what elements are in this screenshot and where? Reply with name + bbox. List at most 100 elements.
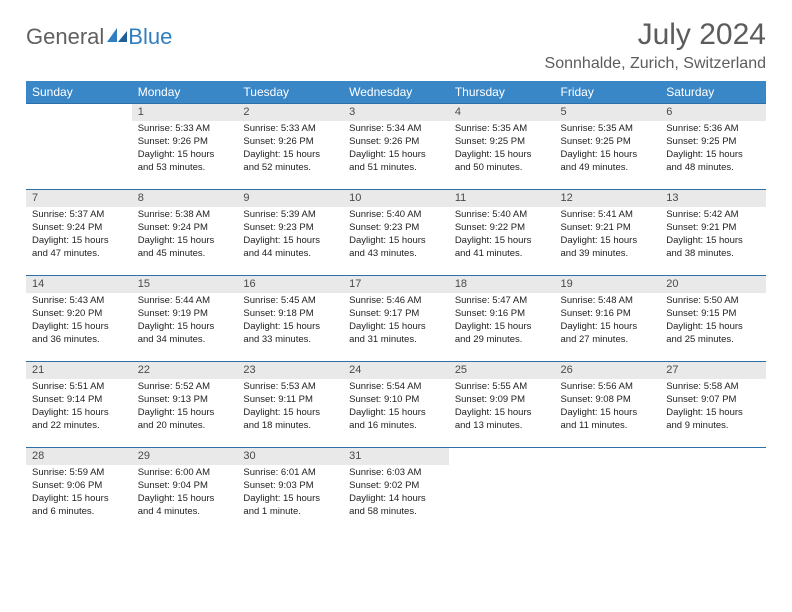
day-details: Sunrise: 5:48 AMSunset: 9:16 PMDaylight:… bbox=[555, 293, 661, 350]
detail-line: Daylight: 15 hours bbox=[666, 321, 760, 334]
day-details: Sunrise: 5:42 AMSunset: 9:21 PMDaylight:… bbox=[660, 207, 766, 264]
detail-line: and 9 minutes. bbox=[666, 420, 760, 433]
detail-line: Sunrise: 5:42 AM bbox=[666, 209, 760, 222]
day-number: 13 bbox=[660, 190, 766, 207]
day-details: Sunrise: 5:37 AMSunset: 9:24 PMDaylight:… bbox=[26, 207, 132, 264]
detail-line: and 49 minutes. bbox=[561, 162, 655, 175]
brand-word-1: General bbox=[26, 24, 104, 50]
brand-logo: General Blue bbox=[26, 24, 172, 50]
day-number: 11 bbox=[449, 190, 555, 207]
detail-line: Sunset: 9:17 PM bbox=[349, 308, 443, 321]
detail-line: Daylight: 15 hours bbox=[455, 149, 549, 162]
calendar-week-row: 7Sunrise: 5:37 AMSunset: 9:24 PMDaylight… bbox=[26, 190, 766, 276]
calendar-week-row: 28Sunrise: 5:59 AMSunset: 9:06 PMDayligh… bbox=[26, 448, 766, 534]
detail-line: and 16 minutes. bbox=[349, 420, 443, 433]
detail-line: and 43 minutes. bbox=[349, 248, 443, 261]
detail-line: Daylight: 15 hours bbox=[138, 149, 232, 162]
detail-line: Sunrise: 5:46 AM bbox=[349, 295, 443, 308]
detail-line: Daylight: 15 hours bbox=[243, 407, 337, 420]
detail-line: Sunset: 9:26 PM bbox=[243, 136, 337, 149]
day-details: Sunrise: 5:43 AMSunset: 9:20 PMDaylight:… bbox=[26, 293, 132, 350]
day-number: 6 bbox=[660, 104, 766, 121]
calendar-cell: 18Sunrise: 5:47 AMSunset: 9:16 PMDayligh… bbox=[449, 276, 555, 362]
detail-line: Sunset: 9:21 PM bbox=[561, 222, 655, 235]
month-title: July 2024 bbox=[545, 18, 766, 51]
calendar-cell: 31Sunrise: 6:03 AMSunset: 9:02 PMDayligh… bbox=[343, 448, 449, 534]
day-details: Sunrise: 5:35 AMSunset: 9:25 PMDaylight:… bbox=[449, 121, 555, 178]
calendar-cell: 27Sunrise: 5:58 AMSunset: 9:07 PMDayligh… bbox=[660, 362, 766, 448]
day-details: Sunrise: 5:40 AMSunset: 9:23 PMDaylight:… bbox=[343, 207, 449, 264]
day-details: Sunrise: 6:03 AMSunset: 9:02 PMDaylight:… bbox=[343, 465, 449, 522]
detail-line: and 50 minutes. bbox=[455, 162, 549, 175]
detail-line: Sunrise: 5:45 AM bbox=[243, 295, 337, 308]
detail-line: and 52 minutes. bbox=[243, 162, 337, 175]
detail-line: Daylight: 15 hours bbox=[561, 149, 655, 162]
detail-line: Sunset: 9:11 PM bbox=[243, 394, 337, 407]
calendar-cell: 4Sunrise: 5:35 AMSunset: 9:25 PMDaylight… bbox=[449, 104, 555, 190]
day-details: Sunrise: 5:56 AMSunset: 9:08 PMDaylight:… bbox=[555, 379, 661, 436]
day-number: 23 bbox=[237, 362, 343, 379]
day-number: 1 bbox=[132, 104, 238, 121]
calendar-cell: 14Sunrise: 5:43 AMSunset: 9:20 PMDayligh… bbox=[26, 276, 132, 362]
weekday-header: Monday bbox=[132, 81, 238, 104]
day-number: 12 bbox=[555, 190, 661, 207]
location-text: Sonnhalde, Zurich, Switzerland bbox=[545, 55, 766, 73]
day-number: 9 bbox=[237, 190, 343, 207]
calendar-cell: 6Sunrise: 5:36 AMSunset: 9:25 PMDaylight… bbox=[660, 104, 766, 190]
title-block: July 2024 Sonnhalde, Zurich, Switzerland bbox=[545, 18, 766, 73]
detail-line: Daylight: 15 hours bbox=[138, 235, 232, 248]
day-number: 27 bbox=[660, 362, 766, 379]
day-number: 24 bbox=[343, 362, 449, 379]
day-details: Sunrise: 5:54 AMSunset: 9:10 PMDaylight:… bbox=[343, 379, 449, 436]
day-details: Sunrise: 5:34 AMSunset: 9:26 PMDaylight:… bbox=[343, 121, 449, 178]
day-details: Sunrise: 5:35 AMSunset: 9:25 PMDaylight:… bbox=[555, 121, 661, 178]
detail-line: Daylight: 15 hours bbox=[32, 235, 126, 248]
detail-line: Sunrise: 5:40 AM bbox=[455, 209, 549, 222]
weekday-header: Sunday bbox=[26, 81, 132, 104]
detail-line: Daylight: 14 hours bbox=[349, 493, 443, 506]
day-details: Sunrise: 5:55 AMSunset: 9:09 PMDaylight:… bbox=[449, 379, 555, 436]
detail-line: Daylight: 15 hours bbox=[243, 235, 337, 248]
weekday-header: Tuesday bbox=[237, 81, 343, 104]
calendar-page: General Blue July 2024 Sonnhalde, Zurich… bbox=[0, 0, 792, 544]
day-number: 7 bbox=[26, 190, 132, 207]
detail-line: Daylight: 15 hours bbox=[243, 321, 337, 334]
detail-line: Sunrise: 5:52 AM bbox=[138, 381, 232, 394]
day-details: Sunrise: 5:33 AMSunset: 9:26 PMDaylight:… bbox=[132, 121, 238, 178]
detail-line: Daylight: 15 hours bbox=[32, 407, 126, 420]
detail-line: Daylight: 15 hours bbox=[138, 407, 232, 420]
day-number: 28 bbox=[26, 448, 132, 465]
detail-line: and 25 minutes. bbox=[666, 334, 760, 347]
day-number: 17 bbox=[343, 276, 449, 293]
day-details: Sunrise: 5:50 AMSunset: 9:15 PMDaylight:… bbox=[660, 293, 766, 350]
calendar-week-row: 14Sunrise: 5:43 AMSunset: 9:20 PMDayligh… bbox=[26, 276, 766, 362]
calendar-cell: 7Sunrise: 5:37 AMSunset: 9:24 PMDaylight… bbox=[26, 190, 132, 276]
detail-line: Daylight: 15 hours bbox=[32, 321, 126, 334]
day-details: Sunrise: 5:53 AMSunset: 9:11 PMDaylight:… bbox=[237, 379, 343, 436]
detail-line: Sunrise: 5:56 AM bbox=[561, 381, 655, 394]
detail-line: and 34 minutes. bbox=[138, 334, 232, 347]
detail-line: Daylight: 15 hours bbox=[455, 407, 549, 420]
day-details: Sunrise: 6:00 AMSunset: 9:04 PMDaylight:… bbox=[132, 465, 238, 522]
calendar-cell: 23Sunrise: 5:53 AMSunset: 9:11 PMDayligh… bbox=[237, 362, 343, 448]
detail-line: Sunset: 9:02 PM bbox=[349, 480, 443, 493]
calendar-cell: 10Sunrise: 5:40 AMSunset: 9:23 PMDayligh… bbox=[343, 190, 449, 276]
calendar-body: 1Sunrise: 5:33 AMSunset: 9:26 PMDaylight… bbox=[26, 104, 766, 534]
detail-line: Sunrise: 5:40 AM bbox=[349, 209, 443, 222]
detail-line: Sunset: 9:25 PM bbox=[455, 136, 549, 149]
detail-line: Daylight: 15 hours bbox=[349, 149, 443, 162]
detail-line: Sunset: 9:24 PM bbox=[138, 222, 232, 235]
detail-line: and 39 minutes. bbox=[561, 248, 655, 261]
weekday-header: Thursday bbox=[449, 81, 555, 104]
detail-line: Sunset: 9:10 PM bbox=[349, 394, 443, 407]
calendar-cell: 22Sunrise: 5:52 AMSunset: 9:13 PMDayligh… bbox=[132, 362, 238, 448]
detail-line: Sunrise: 6:03 AM bbox=[349, 467, 443, 480]
day-number: 19 bbox=[555, 276, 661, 293]
calendar-cell: 21Sunrise: 5:51 AMSunset: 9:14 PMDayligh… bbox=[26, 362, 132, 448]
detail-line: and 58 minutes. bbox=[349, 506, 443, 519]
detail-line: Sunset: 9:20 PM bbox=[32, 308, 126, 321]
calendar-cell bbox=[26, 104, 132, 190]
detail-line: Daylight: 15 hours bbox=[455, 235, 549, 248]
detail-line: Daylight: 15 hours bbox=[32, 493, 126, 506]
detail-line: Sunrise: 5:35 AM bbox=[561, 123, 655, 136]
